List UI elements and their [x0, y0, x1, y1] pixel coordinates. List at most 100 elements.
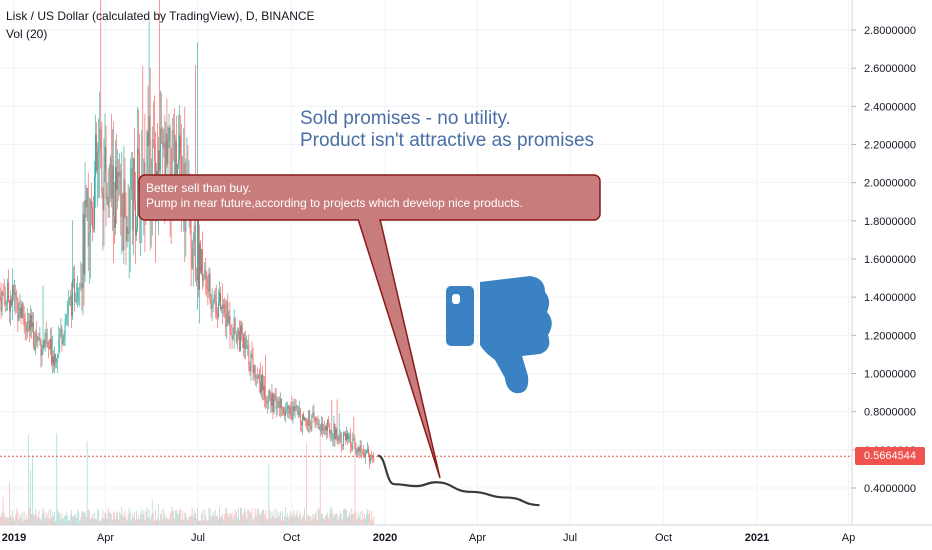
volume-bar: [133, 511, 135, 525]
volume-bar: [262, 510, 263, 525]
volume-bar: [65, 512, 67, 525]
volume-bar: [250, 513, 252, 525]
volume-bar: [146, 507, 148, 525]
candle-body: [235, 333, 237, 343]
candle-body: [172, 130, 174, 134]
candle-body: [310, 426, 312, 430]
candle-body: [334, 423, 336, 440]
candle-body: [97, 151, 99, 171]
candle-body: [345, 433, 346, 441]
x-tick-label: Apr: [97, 532, 114, 544]
volume-bar: [55, 520, 57, 525]
volume-bar: [213, 516, 215, 525]
candle-body: [147, 131, 149, 147]
candle-body: [303, 414, 304, 421]
volume-bar: [64, 515, 66, 525]
volume-bar: [108, 511, 110, 525]
volume-bar: [226, 508, 228, 525]
candle-body: [210, 294, 212, 309]
volume-bar: [90, 517, 92, 525]
volume-bar: [214, 509, 216, 525]
candle-body: [221, 306, 222, 309]
volume-bar: [69, 514, 71, 525]
volume-bar: [43, 510, 45, 525]
candle-body: [237, 331, 239, 335]
candle-body: [131, 168, 133, 230]
candle-body: [0, 297, 2, 312]
volume-bar: [228, 516, 230, 525]
callout-box: [138, 174, 601, 479]
candle-body: [162, 132, 164, 148]
volume-bar: [349, 511, 351, 525]
candle-body: [65, 318, 67, 322]
volume-bar: [272, 515, 274, 525]
candle-body: [105, 146, 107, 199]
candle-body: [227, 301, 229, 323]
callout-text: Better sell than buy. Pump in near futur…: [146, 181, 523, 211]
volume-bar: [154, 509, 156, 525]
volume-bar: [82, 511, 84, 525]
candle-body: [254, 365, 256, 378]
volume-bar: [343, 508, 345, 525]
candle-body: [48, 346, 50, 349]
candle-body: [206, 277, 208, 290]
volume-bar: [136, 510, 137, 525]
candle-body: [297, 405, 299, 416]
candle-body: [24, 318, 26, 327]
volume-bar: [140, 514, 142, 525]
candle-body: [302, 414, 303, 426]
volume-bar: [340, 513, 342, 525]
volume-bar: [305, 520, 306, 525]
volume-bar: [38, 510, 40, 525]
volume-bar: [25, 514, 27, 525]
volume-bar: [165, 518, 167, 525]
candle-body: [153, 140, 155, 162]
candle-body: [372, 455, 374, 459]
y-tick-label: 0.4000000: [864, 483, 916, 495]
volume-bar: [118, 519, 120, 525]
candle-body: [317, 423, 319, 428]
volume-bar: [7, 517, 9, 525]
candle-body: [148, 115, 150, 147]
thumbs-down-icon: [446, 276, 552, 394]
volume-bar: [366, 513, 367, 525]
candle-body: [166, 133, 168, 165]
volume-bar: [49, 508, 51, 525]
volume-bar: [313, 517, 315, 525]
volume-bar: [63, 516, 65, 525]
volume-bar: [372, 520, 374, 525]
candle-body: [179, 135, 180, 161]
candle-body: [331, 429, 333, 439]
candle-body: [104, 146, 106, 173]
volume-bar: [56, 432, 58, 525]
volume-bar: [273, 510, 275, 525]
candle-body: [96, 134, 97, 171]
volume-bar: [162, 519, 164, 525]
candle-body: [320, 422, 322, 432]
candle-body: [213, 294, 215, 303]
candle-body: [38, 337, 40, 340]
volume-bar: [54, 511, 56, 525]
projection-line: [377, 454, 540, 507]
volume-bar: [267, 519, 269, 525]
volume-bar: [46, 516, 48, 525]
volume-bar: [342, 509, 344, 525]
candle-body: [327, 420, 328, 431]
candle-body: [271, 392, 273, 406]
candle-body: [93, 228, 94, 230]
volume-bar: [93, 518, 94, 525]
candle-body: [52, 356, 53, 363]
candle-body: [262, 374, 263, 391]
x-tick-label: 2020: [373, 532, 397, 544]
candle-body: [53, 356, 54, 366]
volume-bar: [24, 519, 26, 525]
volume-bar: [317, 507, 319, 525]
candle-body: [350, 435, 352, 447]
candle-body: [373, 458, 375, 462]
volume-bar: [51, 517, 52, 525]
volume-bar: [306, 442, 308, 525]
candle-body: [305, 417, 306, 421]
candle-body: [95, 134, 96, 177]
y-tick-label: 2.8000000: [864, 25, 916, 37]
volume-bar: [208, 507, 210, 525]
